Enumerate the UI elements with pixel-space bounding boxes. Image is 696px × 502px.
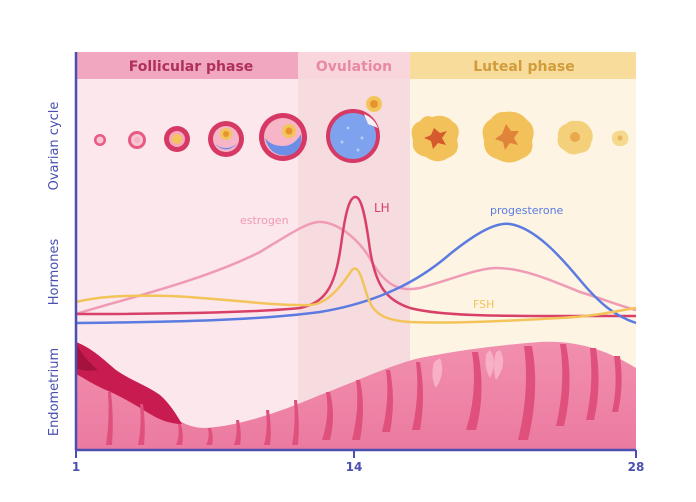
lh-curve <box>75 195 636 318</box>
corpus-luteum-stages-icon <box>411 111 629 163</box>
phase-header: Follicular phase Ovulation Luteal phase <box>76 52 636 79</box>
tick-label-1: 1 <box>72 460 80 474</box>
endometrium-tissue-icon <box>76 341 636 450</box>
hormones-label: Hormones <box>47 239 62 306</box>
follicular-header-bar <box>76 52 298 79</box>
endometrium-label: Endometrium <box>47 348 62 436</box>
estrogen-label: estrogen <box>240 214 289 227</box>
fsh-label: FSH <box>473 298 494 311</box>
progesterone-curve <box>75 222 637 325</box>
luteal-header-bar <box>410 52 636 79</box>
ovulation-phase-label: Ovulation <box>316 59 392 75</box>
ovulation-header-bar <box>298 52 410 79</box>
tick-label-28: 28 <box>628 460 645 474</box>
estrogen-curve <box>75 220 637 316</box>
released-egg-icon <box>366 96 382 112</box>
hormone-curves <box>75 195 637 325</box>
tick-label-14: 14 <box>346 460 363 474</box>
luteal-phase-label: Luteal phase <box>473 59 574 75</box>
lh-label: LH <box>374 201 390 215</box>
fsh-curve <box>75 267 637 324</box>
ovarian-follicle-stages-icon <box>94 109 380 163</box>
ovarian-cycle-label: Ovarian cycle <box>47 102 62 191</box>
progesterone-label: progesterone <box>490 204 564 217</box>
follicular-phase-label: Follicular phase <box>129 59 254 75</box>
axes: 1 14 28 <box>72 52 645 474</box>
